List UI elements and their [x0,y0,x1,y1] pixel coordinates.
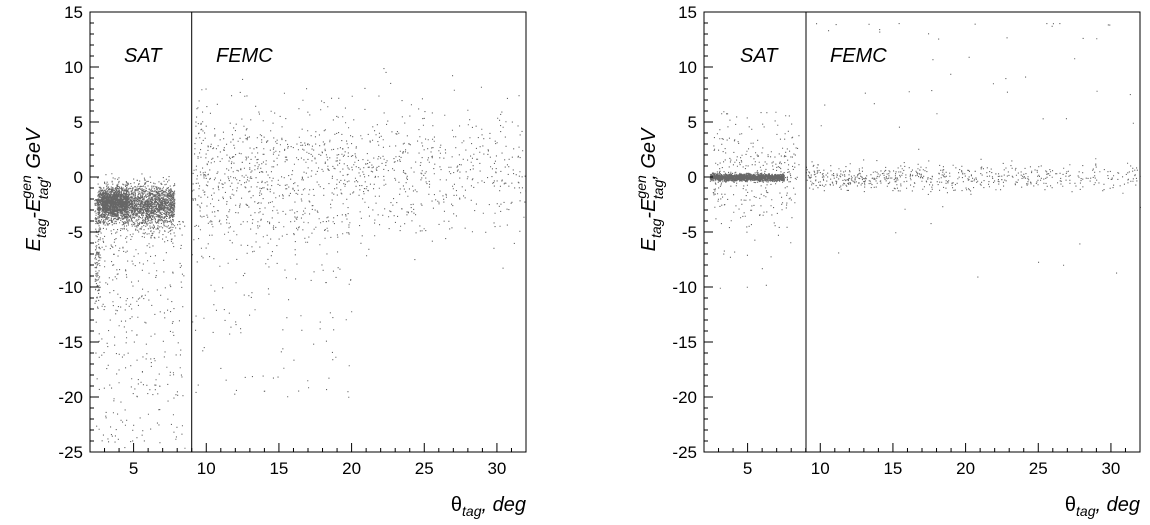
right-ylabel-sub1: tag [648,218,664,238]
left-ylabel-main: E [23,237,45,251]
left-y-tick-label: -25 [58,443,83,462]
right-y-tick-label: -15 [672,333,697,352]
left-y-tick-label: -5 [68,223,83,242]
left-ylabel-sub1: tag [33,218,49,238]
left-xlabel-main: θ [451,494,462,516]
left-ylabel-sup: gen [18,175,34,199]
left-ylabel-sub2: tag [35,180,51,200]
right-y-tick-label: 10 [678,58,697,77]
left-scatter-points [94,68,527,449]
left-plot-frame [89,11,527,453]
left-y-tick-label: 0 [74,168,83,187]
right-xlabel-sub: tag [1076,503,1096,519]
right-y-tick-label: 0 [688,168,697,187]
right-y-tick-label: -25 [672,443,697,462]
right-y-axis-title: Etag-Egentag, GeV [633,127,666,251]
right-y-tick-label: 5 [688,113,697,132]
left-scatter-marks [94,68,527,449]
right-ylabel-sup: gen [633,175,649,199]
right-ylabel-unit: , GeV [638,127,660,180]
right-ylabel-main: E [638,237,660,251]
left-y-tick-label: -20 [58,388,83,407]
left-ylabel-mid: -E [23,198,45,219]
right-sat-label: SAT [740,45,779,67]
left-x-axis-title: θtag, deg [451,494,526,519]
left-y-axis-title: Etag-Egentag, GeV [18,127,51,251]
right-femc-label: FEMC [830,45,887,67]
left-y-tick-label: -10 [58,278,83,297]
left-ylabel-unit: , GeV [23,127,45,180]
right-x-tick-label: 20 [956,459,975,478]
left-x-tick-label: 30 [487,459,506,478]
right-x-tick-label: 15 [883,459,902,478]
left-xlabel-sub: tag [462,503,482,519]
left-femc-label: FEMC [216,45,273,67]
right-y-tick-label: -10 [672,278,697,297]
left-x-tick-label: 25 [415,459,434,478]
left-y-tick-label: 5 [74,113,83,132]
right-xlabel-unit: , deg [1096,494,1140,516]
right-y-tick-label: 15 [678,3,697,22]
left-x-tick-label: 15 [269,459,288,478]
right-x-tick-label: 30 [1101,459,1120,478]
right-x-tick-label: 10 [811,459,830,478]
left-y-tick-label: -15 [58,333,83,352]
right-x-tick-label: 25 [1029,459,1048,478]
right-x-axis-title: θtag, deg [1065,494,1140,519]
right-ylabel-sub2: tag [650,180,666,200]
right-y-tick-label: -20 [672,388,697,407]
right-ylabel-mid: -E [638,198,660,219]
left-scatter-panel: 5 10 15 20 25 30 -25 -20 -15 -10 -5 0 5 10 15 SAT FEMC… [18,3,527,519]
right-x-tick-label: 5 [743,459,752,478]
right-xlabel-main: θ [1065,494,1076,516]
left-y-tick-label: 10 [64,58,83,77]
right-scatter-panel: 5 10 15 20 25 30 -25 -20 -15 -10 -5 0 5 10 15 SAT FEMC… [633,3,1141,519]
left-x-tick-label: 20 [342,459,361,478]
right-y-tick-label: -5 [682,223,697,242]
right-axes: 5 10 15 20 25 30 -25 -20 -15 -10 -5 0 5 10 15 [672,3,1141,478]
left-y-tick-label: 15 [64,3,83,22]
left-sat-label: SAT [124,45,163,67]
left-xlabel-unit: , deg [482,494,526,516]
right-plot-frame [703,11,1141,453]
left-x-tick-label: 5 [129,459,138,478]
left-x-tick-label: 10 [197,459,216,478]
left-axes: 5 10 15 20 25 30 -25 -20 -15 -10 -5 0 5 10 15 [58,3,527,478]
